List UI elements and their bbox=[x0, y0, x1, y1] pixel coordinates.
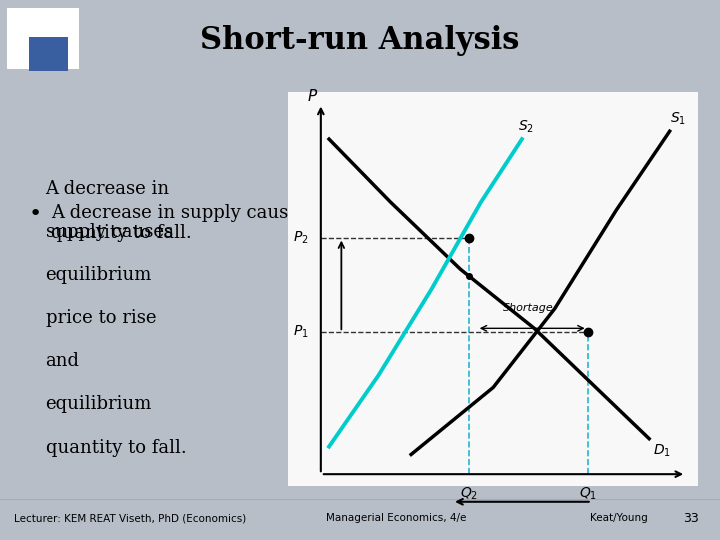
Text: 33: 33 bbox=[683, 511, 698, 525]
Text: $S_2$: $S_2$ bbox=[518, 119, 534, 135]
Text: $P_1$: $P_1$ bbox=[293, 324, 308, 340]
FancyBboxPatch shape bbox=[29, 37, 68, 71]
Text: $P_2$: $P_2$ bbox=[293, 230, 308, 246]
Text: supply causes: supply causes bbox=[45, 223, 173, 241]
Text: A decrease in: A decrease in bbox=[45, 180, 170, 198]
Text: A decrease in supply causes equilibrium price to rise and equilibrium quantity t: A decrease in supply causes equilibrium … bbox=[51, 204, 688, 242]
Text: $S_1$: $S_1$ bbox=[670, 111, 685, 127]
Text: price to rise: price to rise bbox=[45, 309, 156, 327]
Text: equilibrium: equilibrium bbox=[45, 266, 152, 284]
Text: equilibrium: equilibrium bbox=[45, 395, 152, 414]
Text: Short-run Analysis: Short-run Analysis bbox=[200, 25, 520, 56]
Text: P: P bbox=[308, 89, 318, 104]
Text: •: • bbox=[29, 204, 42, 224]
Text: quantity to fall.: quantity to fall. bbox=[45, 438, 186, 457]
Text: $D_1$: $D_1$ bbox=[653, 443, 671, 459]
Text: $Q_1$: $Q_1$ bbox=[578, 486, 597, 502]
Text: Keat/Young: Keat/Young bbox=[590, 513, 648, 523]
FancyBboxPatch shape bbox=[7, 8, 79, 69]
Text: and: and bbox=[45, 352, 79, 370]
Text: Managerial Economics, 4/e: Managerial Economics, 4/e bbox=[326, 513, 466, 523]
Text: $Q_2$: $Q_2$ bbox=[459, 486, 477, 502]
Text: Lecturer: KEM REAT Viseth, PhD (Economics): Lecturer: KEM REAT Viseth, PhD (Economic… bbox=[14, 513, 247, 523]
Text: Shortage: Shortage bbox=[503, 302, 554, 313]
